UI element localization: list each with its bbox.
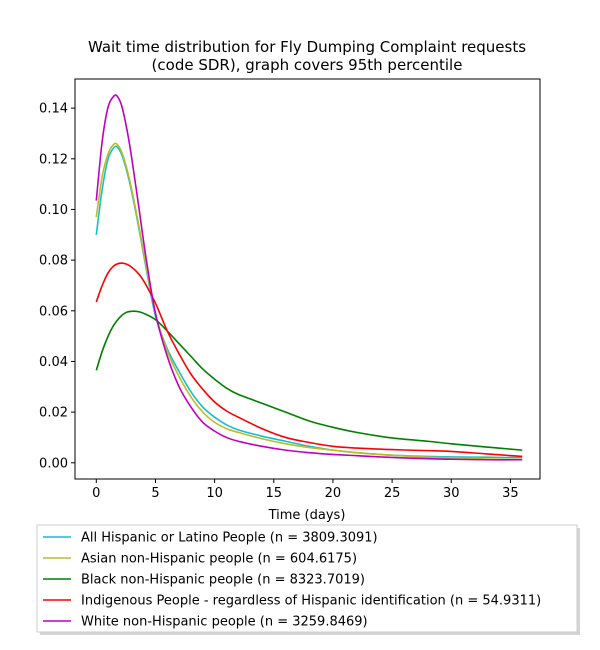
x-axis-label: Time (days)	[268, 508, 346, 523]
x-tick-label: 35	[502, 486, 519, 501]
series-line-4	[95, 94, 523, 461]
x-tick-label: 15	[266, 486, 283, 501]
y-tick-label: 0.10	[39, 203, 68, 218]
series-line-2	[95, 310, 523, 451]
legend-label: All Hispanic or Latino People (n = 3809.…	[81, 531, 378, 546]
plot-area-frame	[74, 78, 541, 480]
x-tick-label: 10	[206, 486, 223, 501]
x-tick-label: 20	[325, 486, 342, 501]
plot-lines	[95, 94, 523, 461]
y-tick-label: 0.14	[39, 102, 68, 117]
y-tick-label: 0.02	[39, 406, 68, 421]
x-tick-label: 5	[151, 486, 159, 501]
series-line-1	[95, 142, 523, 461]
legend-label: White non-Hispanic people (n = 3259.8469…	[81, 615, 368, 630]
x-tick-label: 30	[443, 486, 460, 501]
y-axis-ticks: 0.00 0.02 0.04 0.06 0.08 0.10 0.12 0.14	[39, 102, 75, 471]
y-tick-label: 0.06	[39, 304, 68, 319]
legend-label: Asian non-Hispanic people (n = 604.6175)	[81, 552, 357, 567]
y-tick-label: 0.00	[39, 456, 68, 471]
x-tick-label: 0	[92, 486, 100, 501]
chart-title: Wait time distribution for Fly Dumping C…	[88, 38, 526, 56]
legend-label: Black non-Hispanic people (n = 8323.7019…	[81, 573, 365, 588]
y-tick-label: 0.04	[39, 355, 68, 370]
legend: All Hispanic or Latino People (n = 3809.…	[36, 524, 580, 635]
legend-items: All Hispanic or Latino People (n = 3809.…	[43, 531, 541, 630]
y-tick-label: 0.12	[39, 152, 68, 167]
chart-subtitle: (code SDR), graph covers 95th percentile	[152, 56, 463, 74]
x-tick-label: 25	[384, 486, 401, 501]
y-tick-label: 0.08	[39, 254, 68, 269]
legend-label: Indigenous People - regardless of Hispan…	[81, 594, 541, 609]
x-axis-ticks: 0 5 10 15 20 25 30 35	[92, 479, 519, 501]
series-line-3	[95, 262, 523, 458]
legend-frame	[36, 524, 578, 633]
